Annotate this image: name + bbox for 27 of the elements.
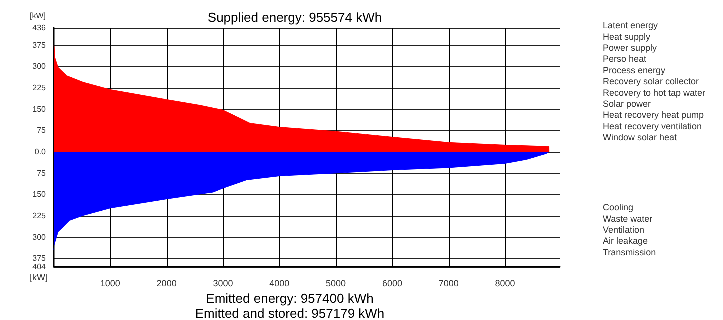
text: [kW] xyxy=(30,272,48,282)
y-tick-label: 0.0 xyxy=(34,148,47,157)
y-axis-title: [kW] xyxy=(30,12,46,20)
text: Emitted energy: 957400 kWh Emitted and stored: 957179 kWh xyxy=(195,291,385,320)
y-tick-label: 150 xyxy=(32,104,47,114)
y-tick-label: 300 xyxy=(32,232,47,242)
x-tick-label: 8000 xyxy=(495,278,516,288)
x-tick-label: 6000 xyxy=(382,278,402,288)
y-tick-label: 225 xyxy=(32,212,47,221)
y-tick-label: 75 xyxy=(37,126,47,136)
x-tick-label: 4000 xyxy=(270,278,290,288)
y-tick-label: 375 xyxy=(32,254,47,264)
y-tick-label: 436 xyxy=(32,24,47,32)
y-tick-label: 375 xyxy=(32,40,47,50)
y-tick-label: 300 xyxy=(32,62,47,72)
y-tick-label: 75 xyxy=(37,168,47,178)
text: Latent energy Heat supply Power supply Perso heat Process energy Recovery solar collector Recovery to hot tap water Solar power Heat recovery heat pump Heat recovery ventilation Window solar heat xyxy=(603,20,706,143)
text: Cooling Waste water Ventilation Air leakage Transmission xyxy=(603,202,656,258)
x-tick-label: 2000 xyxy=(156,278,177,288)
chart-title: Supplied energy: 955574 kWh xyxy=(208,10,382,25)
x-tick-label: 5000 xyxy=(326,278,346,288)
x-tick-label: 7000 xyxy=(438,278,459,288)
y-tick-label: 404 xyxy=(32,262,47,272)
y-tick-label: 150 xyxy=(32,190,47,200)
x-tick-label: 1000 xyxy=(100,278,120,288)
x-tick-label: 3000 xyxy=(213,278,234,288)
y-tick-label: 225 xyxy=(32,84,47,93)
